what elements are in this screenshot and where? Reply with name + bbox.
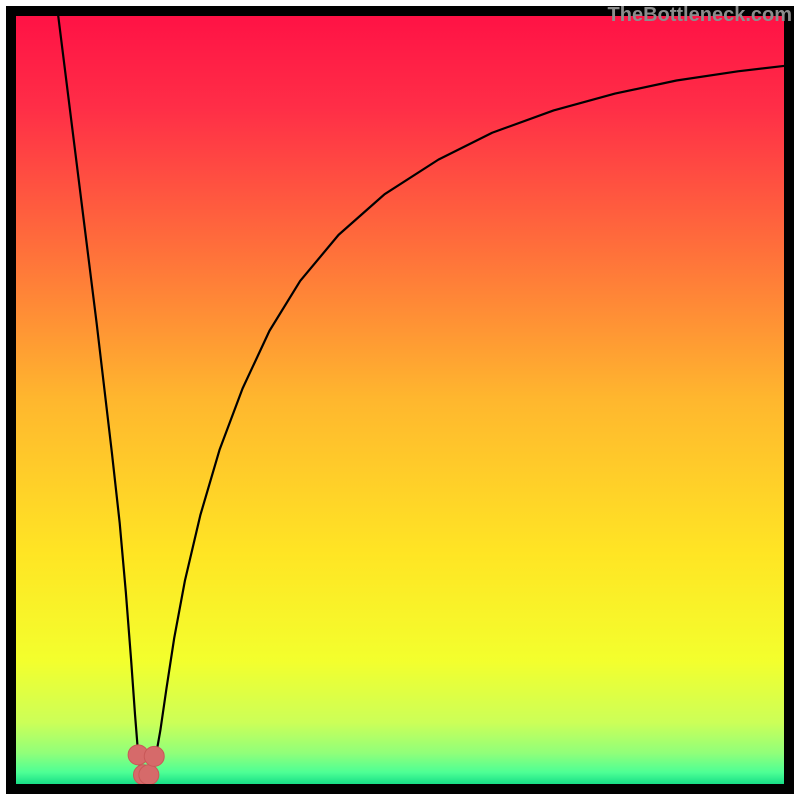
optimal-point-marker	[144, 746, 164, 766]
watermark-text: TheBottleneck.com	[608, 4, 792, 27]
bottleneck-chart: TheBottleneck.com	[0, 0, 800, 800]
optimal-point-marker	[139, 765, 159, 785]
chart-canvas	[0, 0, 800, 800]
